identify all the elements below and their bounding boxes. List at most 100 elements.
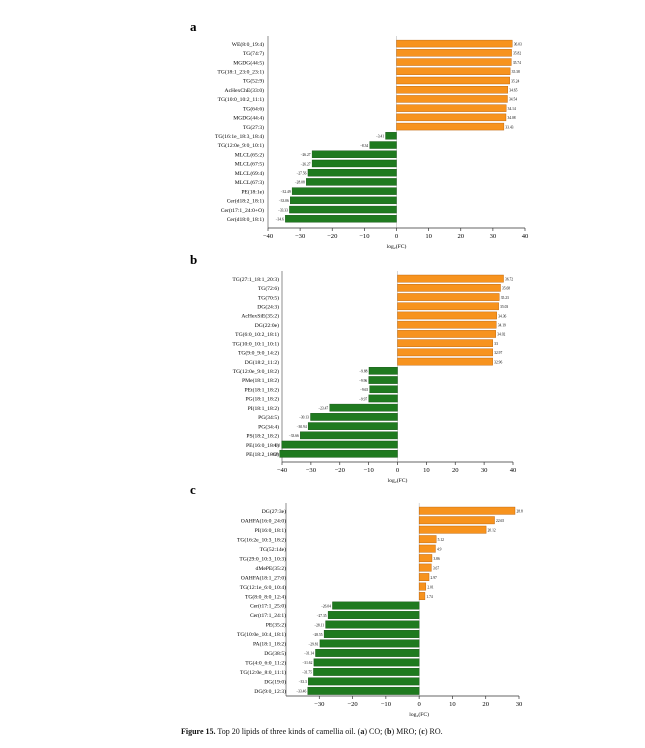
value-label: 35.68 xyxy=(502,287,510,291)
category-label: PG(34:5) xyxy=(258,414,279,421)
category-label: DG(22:0e) xyxy=(255,322,279,329)
bar-positive xyxy=(396,86,509,94)
value-label: 35.03 xyxy=(500,305,508,309)
value-label: −32.49 xyxy=(281,190,291,194)
category-label: PMe(18:1_18:2) xyxy=(242,377,279,384)
bar-positive xyxy=(396,58,512,66)
category-label: Cer(t17:1_24:1) xyxy=(250,612,286,619)
bar-negative xyxy=(369,385,398,394)
x-tick-label: 10 xyxy=(425,233,432,240)
category-label: DG(38:5) xyxy=(264,650,286,657)
category-label: dMePE(35:2) xyxy=(256,565,287,572)
value-label: −33.3 xyxy=(298,680,307,684)
value-label: −40.8 xyxy=(270,453,279,457)
category-label: TG(52:9) xyxy=(243,78,264,85)
bar-negative xyxy=(285,215,397,223)
bar-negative xyxy=(311,150,397,158)
value-label: 34.19 xyxy=(498,324,506,328)
value-label: −33.46 xyxy=(296,690,306,694)
bar-positive xyxy=(397,330,496,338)
category-label: TG(72:6) xyxy=(258,285,279,292)
category-label: Cer(t17:1_24:0+O) xyxy=(221,207,264,214)
bar-negative xyxy=(307,686,420,695)
bar-negative xyxy=(289,205,397,214)
value-label: −8.34 xyxy=(360,144,369,148)
value-label: −9.65 xyxy=(360,388,369,392)
bar-positive xyxy=(397,302,499,311)
value-label: 35.38 xyxy=(512,70,520,74)
x-tick-label: −20 xyxy=(347,701,358,708)
caption-text: Top 20 lipids of three kinds of camellia… xyxy=(215,727,361,736)
bar-positive xyxy=(396,67,511,75)
figure-label: Figure 15. xyxy=(181,727,216,736)
x-tick-label: −10 xyxy=(363,467,374,474)
value-label: −31.75 xyxy=(302,671,312,675)
value-label: −34.6 xyxy=(276,218,285,222)
value-label: −26.27 xyxy=(300,153,310,157)
value-label: −26.04 xyxy=(321,604,331,608)
bar-positive xyxy=(418,544,436,553)
category-label: PE(18:1e) xyxy=(241,188,264,195)
bar-negative xyxy=(290,196,397,205)
x-tick-label: −40 xyxy=(263,233,274,240)
value-label: −33.66 xyxy=(289,434,299,438)
chart-panel-b: b TG(27:1_18:1_20:3) 36.72 TG(72:6) 35.68 TG(… xyxy=(190,252,517,484)
value-label: −3.41 xyxy=(376,135,385,139)
category-label: TG(4:0_6:0_11:2) xyxy=(245,660,286,667)
caption-letter-a: a xyxy=(360,727,365,736)
x-tick-label: −30 xyxy=(306,467,317,474)
category-label: TG(64:6) xyxy=(243,105,264,112)
value-label: 36.72 xyxy=(505,277,513,281)
x-tick-label: 30 xyxy=(481,467,488,474)
value-label: −33.06 xyxy=(279,199,289,203)
bar-negative xyxy=(319,639,420,648)
bar-negative xyxy=(385,132,397,140)
value-label: 28.8 xyxy=(517,510,523,514)
category-label: TG(10:0_10:2_11:1) xyxy=(218,96,265,103)
category-label: PE(18:2_18:2) xyxy=(246,451,279,458)
bar-positive xyxy=(396,113,507,122)
category-label: MLCL(65:2) xyxy=(235,151,264,158)
category-label: MLCL(67:5) xyxy=(235,161,264,168)
category-label: DG(9:0_12:3) xyxy=(254,688,286,695)
x-tick-label: 40 xyxy=(510,467,517,474)
category-label: PI(16:0_18:1) xyxy=(255,527,287,534)
bar-positive xyxy=(418,582,427,591)
bar-positive xyxy=(397,357,493,366)
value-label: −9.96 xyxy=(359,379,368,383)
x-tick-label: 20 xyxy=(457,233,464,240)
x-tick-label: 0 xyxy=(417,701,421,708)
category-label: TG(16:1e_18:3_18:4) xyxy=(215,133,264,140)
value-label: −26.27 xyxy=(300,162,310,166)
x-tick-label: 10 xyxy=(423,467,430,474)
category-label: PI(18:1_18:2) xyxy=(248,405,280,412)
chart-panel-a: a WE(8:0_19:4) 36.03 TG(74:7) 35.82 MGDG(44:5… xyxy=(190,19,529,250)
bar-negative xyxy=(313,658,420,667)
bar-positive xyxy=(396,39,513,48)
bar-positive xyxy=(418,535,437,544)
bar-positive xyxy=(396,76,510,85)
value-label: 4.9 xyxy=(437,547,442,551)
category-label: PEt(18:1_18:2) xyxy=(245,386,280,393)
category-label: PG(18:1_18:2) xyxy=(245,396,279,403)
category-label: TG(18:1_23:0_23:1) xyxy=(217,68,264,75)
bar-negative xyxy=(281,440,398,449)
caption-letter-c: c xyxy=(421,727,425,736)
bar-negative xyxy=(279,449,398,458)
value-label: 33 xyxy=(494,342,498,346)
value-label: 20.12 xyxy=(488,529,496,533)
x-axis-title: log₂(FC) xyxy=(388,477,408,484)
category-label: TG(16:2e_10:3_18:2) xyxy=(237,536,286,543)
caption-text-b: ) MRO; ( xyxy=(391,727,422,736)
bar-negative xyxy=(307,422,398,430)
category-label: DG(18:2_11:2) xyxy=(245,359,279,366)
value-label: 34.02 xyxy=(497,333,505,337)
bar-negative xyxy=(325,620,420,629)
value-label: 2.01 xyxy=(427,585,433,589)
x-tick-label: −20 xyxy=(335,467,346,474)
value-label: 35.24 xyxy=(511,79,519,83)
value-label: 3.67 xyxy=(433,566,439,570)
x-tick-label: 40 xyxy=(522,233,529,240)
bar-positive xyxy=(418,563,432,572)
value-label: −29.81 xyxy=(308,642,318,646)
